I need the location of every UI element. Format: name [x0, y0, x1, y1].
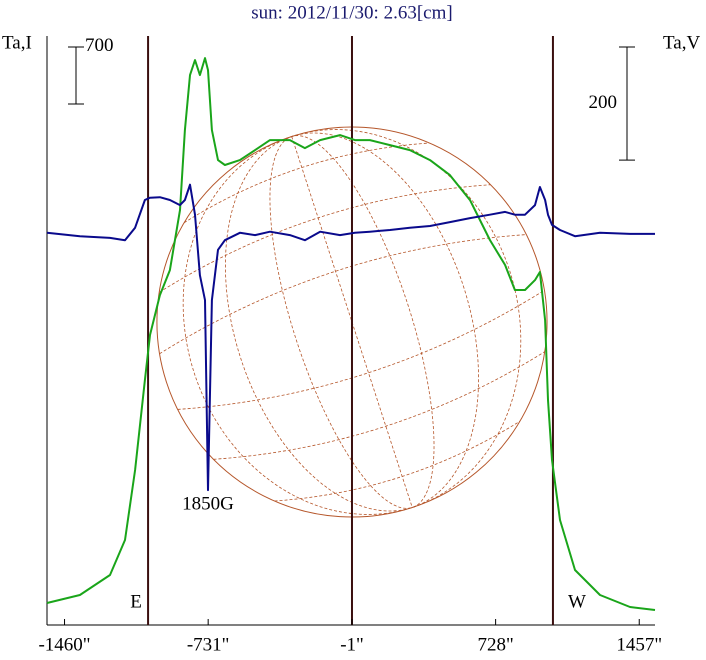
- x-tick-label: -731": [187, 634, 230, 655]
- sun-globe: [156, 126, 548, 518]
- series-line: [46, 57, 656, 611]
- limb-label: E: [130, 591, 142, 612]
- series-line: [46, 183, 655, 492]
- parallel: [177, 289, 545, 410]
- scale-label: 200: [589, 92, 618, 113]
- x-tick-label: -1460": [38, 634, 90, 655]
- y2-axis-label: Ta,V: [663, 32, 700, 53]
- parallel: [159, 234, 527, 355]
- annotation: 1850G: [182, 493, 234, 514]
- scale-label: 700: [85, 35, 114, 56]
- parallel: [274, 420, 521, 502]
- limb-label: W: [568, 591, 586, 612]
- chart-title: sun: 2012/11/30: 2.63[cm]: [251, 2, 452, 23]
- x-tick-label: 728": [477, 634, 513, 655]
- x-tick-label: 1457": [616, 634, 662, 655]
- x-tick-label: -1": [340, 634, 364, 655]
- parallel: [213, 351, 545, 460]
- y-axis-label: Ta,I: [2, 32, 32, 53]
